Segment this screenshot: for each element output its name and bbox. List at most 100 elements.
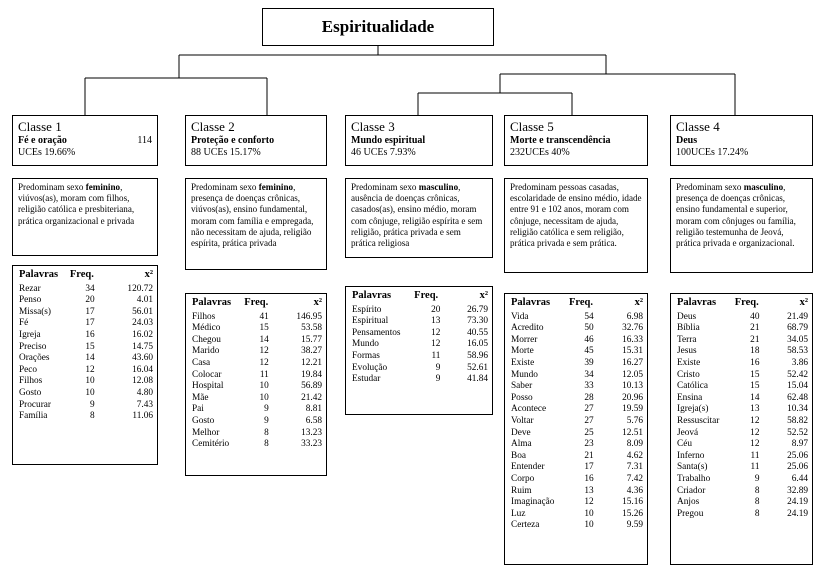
word-cell: Católica xyxy=(677,381,708,392)
table-row: Deve 25 12.51 xyxy=(511,428,643,440)
class-count: 114 xyxy=(137,135,152,146)
chi-cell: 19.59 xyxy=(622,404,643,415)
word-cell: Mundo xyxy=(352,339,379,350)
word-cell: Morrer xyxy=(511,334,538,345)
table-row: Trabalho 9 6.44 xyxy=(677,474,808,486)
word-cell: Voltar xyxy=(511,415,534,426)
table-row: Posso 28 20.96 xyxy=(511,393,643,405)
table-row: Boa 21 4.62 xyxy=(511,451,643,463)
description-text: , ausência de doenças crônicas, casados(… xyxy=(351,182,483,249)
freq-cell: 14 xyxy=(750,392,760,403)
table-row: Orações 14 43.60 xyxy=(19,353,153,365)
header-freq: Freq. xyxy=(568,297,593,308)
class-label: Classe 5 xyxy=(510,119,554,134)
word-cell: Marido xyxy=(192,346,220,357)
word-frequency-table: Palavras Freq. x² Espírito 20 26.79 Espiritual… xyxy=(352,290,488,386)
word-cell: Médico xyxy=(192,323,221,334)
description-text: , presença de doenças crônicas, viúvos(a… xyxy=(191,182,314,249)
table-row: Pai 9 8.81 xyxy=(192,404,322,416)
word-cell: Mãe xyxy=(192,392,209,403)
chi-cell: 41.84 xyxy=(467,374,488,385)
chi-cell: 52.52 xyxy=(787,427,808,438)
chi-cell: 15.16 xyxy=(622,497,643,508)
word-cell: Penso xyxy=(19,295,42,306)
word-cell: Ressuscitar xyxy=(677,415,720,426)
chi-cell: 11.06 xyxy=(132,411,153,422)
chi-cell: 40.55 xyxy=(467,327,488,338)
freq-cell: 12 xyxy=(259,346,269,357)
freq-cell: 41 xyxy=(259,311,269,322)
chi-cell: 68.79 xyxy=(787,323,808,334)
chi-cell: 8.97 xyxy=(791,439,808,450)
freq-cell: 20 xyxy=(85,295,95,306)
word-cell: Morte xyxy=(511,346,534,357)
word-cell: Gosto xyxy=(192,415,215,426)
table-row: Penso 20 4.01 xyxy=(19,295,153,307)
chi-cell: 4.01 xyxy=(136,295,153,306)
freq-cell: 10 xyxy=(584,520,594,531)
chi-cell: 19.84 xyxy=(301,369,322,380)
word-cell: Deve xyxy=(511,427,531,438)
class-description-box: Predominam sexo masculino, presença de d… xyxy=(670,178,813,273)
table-row: Existe 39 16.27 xyxy=(511,358,643,370)
freq-cell: 12 xyxy=(431,327,441,338)
freq-cell: 12 xyxy=(584,497,594,508)
word-frequency-table: Palavras Freq. x² Rezar 34 120.72 Penso 20 4.01 M… xyxy=(19,269,153,423)
root-title-box: Espiritualidade xyxy=(262,8,494,46)
word-cell: Pregou xyxy=(677,508,704,519)
word-cell: Igreja(s) xyxy=(677,404,709,415)
table-row: Existe 16 3.86 xyxy=(677,358,808,370)
chi-cell: 4.36 xyxy=(626,485,643,496)
class-uces: UCEs 19.66% xyxy=(18,147,76,158)
header-chi: x² xyxy=(313,297,322,308)
class-subtitle: Deus xyxy=(676,135,698,146)
table-row: Casa 12 12.21 xyxy=(192,358,322,370)
table-row: Vida 54 6.98 xyxy=(511,312,643,324)
chi-cell: 73.30 xyxy=(467,316,488,327)
chi-cell: 120.72 xyxy=(127,283,153,294)
table-row: Chegou 14 15.77 xyxy=(192,335,322,347)
freq-cell: 20 xyxy=(431,304,441,315)
table-row: Saber 33 10.13 xyxy=(511,381,643,393)
chi-cell: 6.98 xyxy=(626,311,643,322)
word-cell: Filhos xyxy=(19,376,43,387)
freq-cell: 8 xyxy=(89,411,95,422)
freq-cell: 12 xyxy=(431,339,441,350)
class-uces: 46 UCEs 7.93% xyxy=(351,147,416,158)
table-row: Deus 40 21.49 xyxy=(677,312,808,324)
freq-cell: 17 xyxy=(584,462,594,473)
header-chi: x² xyxy=(799,297,808,308)
header-chi: x² xyxy=(634,297,643,308)
chi-cell: 33.23 xyxy=(301,439,322,450)
table-row: Jeová 12 52.52 xyxy=(677,428,808,440)
word-cell: Deus xyxy=(677,311,697,322)
table-row: Luz 10 15.26 xyxy=(511,509,643,521)
freq-cell: 9 xyxy=(89,399,95,410)
word-cell: Vida xyxy=(511,311,529,322)
word-cell: Formas xyxy=(352,350,380,361)
freq-cell: 23 xyxy=(584,439,594,450)
word-cell: Terra xyxy=(677,334,697,345)
freq-cell: 45 xyxy=(584,346,594,357)
header-words: Palavras xyxy=(19,269,59,280)
freq-cell: 11 xyxy=(431,350,441,361)
word-cell: Trabalho xyxy=(677,473,711,484)
word-cell: Chegou xyxy=(192,334,221,345)
chi-cell: 12.08 xyxy=(132,376,153,387)
freq-cell: 27 xyxy=(584,404,594,415)
header-words: Palavras xyxy=(192,297,232,308)
class-header-box: Classe 5 Morte e transcendência 232UCEs 40… xyxy=(504,115,648,166)
chi-cell: 3.86 xyxy=(791,357,808,368)
table-row: Alma 23 8.09 xyxy=(511,439,643,451)
table-header-row: Palavras Freq. x² xyxy=(677,297,808,312)
word-cell: Inferno xyxy=(677,450,705,461)
chi-cell: 12.05 xyxy=(622,369,643,380)
chi-cell: 25.06 xyxy=(787,450,808,461)
word-cell: Existe xyxy=(511,357,535,368)
freq-cell: 15 xyxy=(259,323,269,334)
class-header-box: Classe 1 Fé e oração 114 UCEs 19.66% xyxy=(12,115,158,166)
chi-cell: 15.31 xyxy=(622,346,643,357)
class-subtitle-row: Proteção e conforto xyxy=(191,135,321,147)
freq-cell: 12 xyxy=(750,427,760,438)
chi-cell: 146.95 xyxy=(296,311,322,322)
